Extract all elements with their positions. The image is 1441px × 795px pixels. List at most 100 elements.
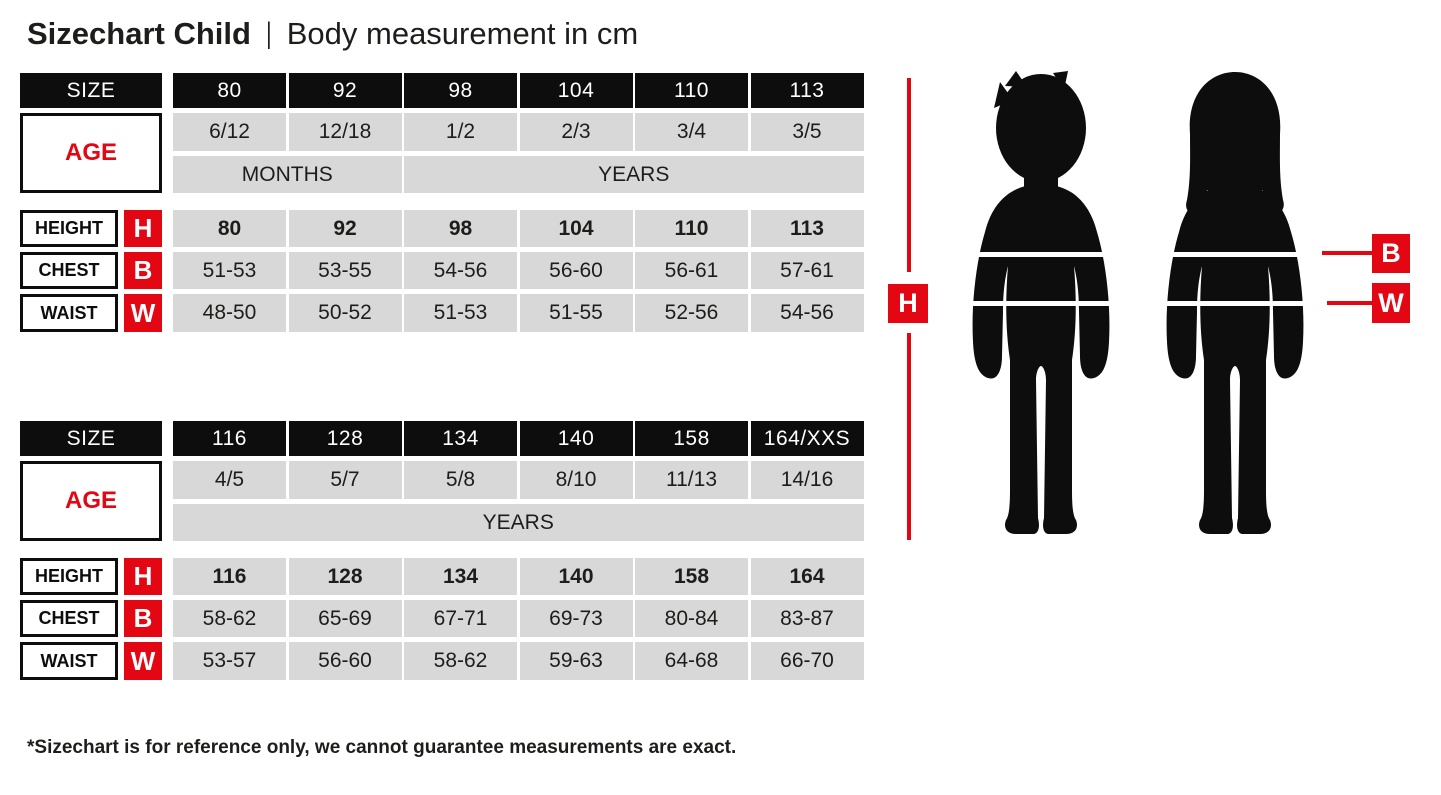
footnote: *Sizechart is for reference only, we can… bbox=[27, 737, 737, 758]
height-row-label: HEIGHT bbox=[20, 558, 118, 595]
age-cell: 3/4 bbox=[635, 113, 748, 151]
title-separator: | bbox=[266, 17, 272, 50]
waist-measure-badge: W bbox=[1372, 283, 1410, 323]
waist-cell: 51-55 bbox=[519, 294, 633, 332]
chest-measure-badge: B bbox=[1372, 234, 1410, 273]
waist-cell: 59-63 bbox=[519, 642, 633, 680]
chest-cell: 80-84 bbox=[635, 600, 748, 637]
size-cell: 164/XXS bbox=[750, 421, 864, 456]
chest-row: 51-53 53-55 54-56 56-60 56-61 57-61 bbox=[173, 252, 864, 289]
size-cell: 92 bbox=[288, 73, 402, 108]
size-cell: 110 bbox=[635, 73, 748, 108]
size-row: 116 128 134 140 158 164/XXS bbox=[173, 421, 864, 456]
age-cell: 8/10 bbox=[519, 461, 633, 499]
size-row: 80 92 98 104 110 113 bbox=[173, 73, 864, 108]
waist-row: 53-57 56-60 58-62 59-63 64-68 66-70 bbox=[173, 642, 864, 680]
size-cell: 140 bbox=[519, 421, 633, 456]
waist-cell: 56-60 bbox=[288, 642, 402, 680]
size-cell: 98 bbox=[404, 73, 517, 108]
height-cell: 158 bbox=[635, 558, 748, 595]
age-cell: 6/12 bbox=[173, 113, 286, 151]
boy-silhouette-icon bbox=[968, 71, 1114, 534]
chest-cell: 51-53 bbox=[173, 252, 286, 289]
waist-row-label: WAIST bbox=[20, 642, 118, 680]
age-cell: 3/5 bbox=[750, 113, 864, 151]
chest-cell: 83-87 bbox=[750, 600, 864, 637]
height-cell: 128 bbox=[288, 558, 402, 595]
chest-cell: 69-73 bbox=[519, 600, 633, 637]
chest-measure-line bbox=[1322, 251, 1372, 255]
size-cell: 80 bbox=[173, 73, 286, 108]
age-cell: 14/16 bbox=[750, 461, 864, 499]
chest-cell: 56-60 bbox=[519, 252, 633, 289]
size-cell: 158 bbox=[635, 421, 748, 456]
size-cell: 128 bbox=[288, 421, 402, 456]
age-cell: 1/2 bbox=[404, 113, 517, 151]
waist-cell: 51-53 bbox=[404, 294, 517, 332]
chest-row-label: CHEST bbox=[20, 600, 118, 637]
page-title: Sizechart Child | Body measurement in cm bbox=[27, 16, 638, 52]
height-cell: 110 bbox=[635, 210, 748, 247]
height-cell: 164 bbox=[750, 558, 864, 595]
age-cell: 5/8 bbox=[404, 461, 517, 499]
waist-cell: 54-56 bbox=[750, 294, 864, 332]
height-row: 116 128 134 140 158 164 bbox=[173, 558, 864, 595]
waist-cell: 52-56 bbox=[635, 294, 748, 332]
height-row: 80 92 98 104 110 113 bbox=[173, 210, 864, 247]
size-header-label: SIZE bbox=[20, 73, 162, 108]
size-header-label: SIZE bbox=[20, 421, 162, 456]
size-cell: 116 bbox=[173, 421, 286, 456]
age-header-label: AGE bbox=[20, 461, 162, 541]
size-cell: 113 bbox=[750, 73, 864, 108]
height-measure-line-bottom bbox=[907, 333, 911, 540]
age-cell: 4/5 bbox=[173, 461, 286, 499]
height-cell: 134 bbox=[404, 558, 517, 595]
height-cell: 113 bbox=[750, 210, 864, 247]
waist-letter-badge: W bbox=[124, 294, 162, 332]
chest-row-label: CHEST bbox=[20, 252, 118, 289]
page-title-sub: Body measurement in cm bbox=[286, 16, 639, 51]
age-header-label: AGE bbox=[20, 113, 162, 193]
age-cell: 11/13 bbox=[635, 461, 748, 499]
age-units-row: YEARS bbox=[173, 504, 864, 541]
height-measure-line-top bbox=[907, 78, 911, 272]
waist-row-label: WAIST bbox=[20, 294, 118, 332]
waist-measure-line bbox=[1327, 301, 1372, 305]
height-row-label: HEIGHT bbox=[20, 210, 118, 247]
chest-cell: 56-61 bbox=[635, 252, 748, 289]
height-cell: 116 bbox=[173, 558, 286, 595]
age-row: 4/5 5/7 5/8 8/10 11/13 14/16 bbox=[173, 461, 864, 499]
waist-cell: 53-57 bbox=[173, 642, 286, 680]
height-letter-badge: H bbox=[124, 558, 162, 595]
chest-letter-badge: B bbox=[124, 600, 162, 637]
chest-cell: 65-69 bbox=[288, 600, 402, 637]
height-cell: 80 bbox=[173, 210, 286, 247]
height-cell: 104 bbox=[519, 210, 633, 247]
age-units-row: MONTHS YEARS bbox=[173, 156, 864, 193]
chest-cell: 53-55 bbox=[288, 252, 402, 289]
size-cell: 134 bbox=[404, 421, 517, 456]
years-span-cell: YEARS bbox=[404, 156, 864, 193]
chest-cell: 67-71 bbox=[404, 600, 517, 637]
chest-letter-badge: B bbox=[124, 252, 162, 289]
age-row: 6/12 12/18 1/2 2/3 3/4 3/5 bbox=[173, 113, 864, 151]
waist-cell: 50-52 bbox=[288, 294, 402, 332]
size-cell: 104 bbox=[519, 73, 633, 108]
page-title-main: Sizechart Child bbox=[27, 16, 251, 51]
girl-silhouette-icon bbox=[1162, 72, 1308, 534]
height-letter-badge: H bbox=[124, 210, 162, 247]
waist-cell: 66-70 bbox=[750, 642, 864, 680]
height-cell: 140 bbox=[519, 558, 633, 595]
chest-cell: 57-61 bbox=[750, 252, 864, 289]
waist-cell: 64-68 bbox=[635, 642, 748, 680]
height-cell: 98 bbox=[404, 210, 517, 247]
chest-cell: 54-56 bbox=[404, 252, 517, 289]
age-cell: 2/3 bbox=[519, 113, 633, 151]
age-cell: 12/18 bbox=[288, 113, 402, 151]
waist-row: 48-50 50-52 51-53 51-55 52-56 54-56 bbox=[173, 294, 864, 332]
months-span-cell: MONTHS bbox=[173, 156, 402, 193]
waist-cell: 48-50 bbox=[173, 294, 286, 332]
chest-cell: 58-62 bbox=[173, 600, 286, 637]
height-cell: 92 bbox=[288, 210, 402, 247]
